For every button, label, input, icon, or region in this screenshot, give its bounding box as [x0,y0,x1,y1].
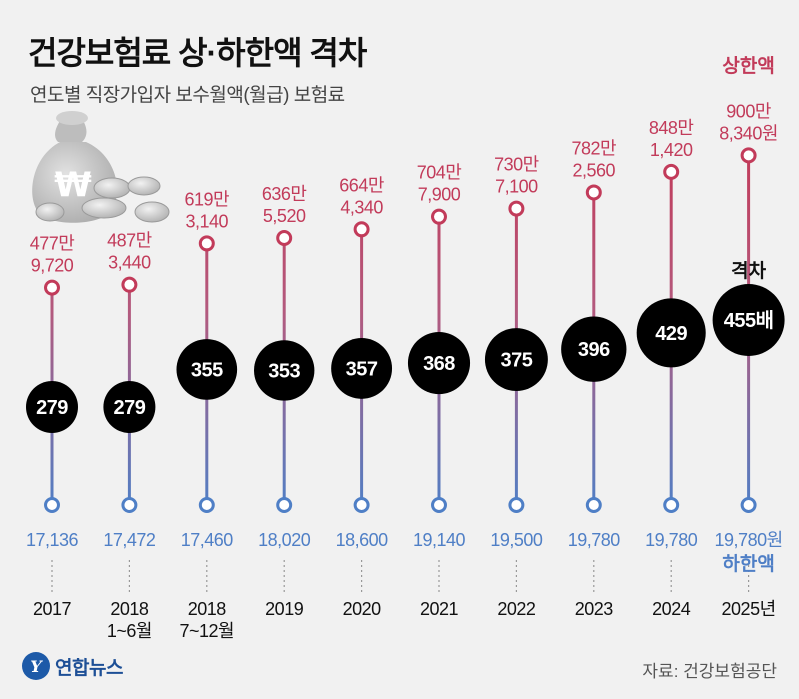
upper-limit-point [508,200,525,217]
lower-limit-label: 19,780 [645,530,698,550]
upper-limit-label: 4,340 [340,197,383,217]
upper-limit-label: 7,100 [495,177,538,197]
gap-bubble [484,328,548,391]
upper-limit-label: 619만 [185,189,230,209]
upper-limit-point [276,230,293,247]
gap-label: 279 [113,397,145,419]
gap-label: 429 [655,323,687,345]
lower-limit-point [508,497,525,513]
x-tick-label: 2018 [188,599,227,619]
chart-subtitle: 연도별 직장가입자 보수월액(월급) 보험료 [30,85,345,106]
upper-limit-label: 730만 [494,155,539,175]
upper-limit-point [740,147,757,164]
upper-limit-label: 782만 [572,138,617,158]
marks-layer [26,147,785,513]
gap-bubble [636,298,706,368]
upper-limit-point [198,235,215,252]
upper-limit-label: 7,900 [418,185,461,205]
gap-bubble [253,340,315,401]
upper-limit-label: 704만 [417,163,462,183]
upper-limit-label: 664만 [339,175,384,195]
upper-limit-label: 848만 [649,118,694,138]
lower-limit-point [44,497,60,513]
gap-label: 368 [423,353,455,375]
upper-limit-label: 8,340원 [719,123,778,143]
x-tick-label: 2024 [652,599,691,619]
lower-limit-label: 17,136 [26,530,79,550]
gap-label: 357 [346,358,378,380]
separator-layer [51,560,750,592]
lower-limit-label: 19,140 [413,530,466,550]
upper-limit-label: 5,520 [263,206,306,226]
gap-label: 355 [191,359,223,381]
upper-limit-point [585,184,602,201]
gap-label: 396 [578,339,610,361]
x-tick-label: 2023 [575,599,614,619]
gap-bubble [561,316,627,382]
upper-limit-point [44,279,60,296]
lower-limit-point [198,497,215,513]
lower-limit-point [431,497,447,513]
money-bag-icon: ₩ [32,111,170,223]
lower-limit-label: 17,460 [181,530,234,550]
gap-bubble [407,331,471,395]
lower-limit-label: 18,020 [258,530,311,550]
lower-limit-label: 19,780 [568,530,621,550]
x-tick-label: 1~6월 [107,621,152,641]
x-tick-label: 2019 [265,599,304,619]
lower-limit-point [121,497,138,513]
yonhap-logo-text: 연합뉴스 [55,657,123,679]
lower-limit-point [585,497,602,513]
gap-bubble [712,284,785,356]
gap-series-label: 격차 [731,260,766,282]
x-tick-label: 7~12월 [179,621,234,641]
gap-label: 353 [268,360,300,382]
lower-limit-point [276,497,293,513]
yonhap-logo: Y 연합뉴스 [22,652,123,680]
gap-label: 375 [500,350,532,372]
upper-limit-label: 487만 [107,231,152,251]
upper-limit-label: 636만 [262,184,307,204]
lower-limit-point [353,497,370,513]
lower-limit-label: 19,780원 [715,530,783,550]
upper-limit-label: 900만 [726,101,771,121]
lower-limit-label: 18,600 [336,530,389,550]
x-tick-label: 2022 [497,599,536,619]
gap-bubble [331,338,393,399]
upper-limit-label: 3,440 [108,253,151,273]
chart-title: 건강보험료 상·하한액 격차 [28,35,367,71]
upper-limit-label: 3,140 [186,211,229,231]
x-tick-label: 2021 [420,599,459,619]
upper-limit-point [121,276,138,293]
x-tick-label: 2018 [110,599,149,619]
upper-limit-point [663,163,680,180]
upper-limit-label: 9,720 [31,256,74,276]
upper-limit-point [353,221,370,238]
source-note: 자료: 건강보험공단 [642,662,777,681]
upper-limit-label: 1,420 [650,140,693,160]
x-tick-label: 2020 [343,599,382,619]
upper-limit-label: 2,560 [573,160,616,180]
lower-series-label: 하한액 [722,553,774,575]
svg-text:₩: ₩ [54,165,92,205]
upper-series-label: 상한액 [722,55,774,77]
gap-bubble [103,381,156,433]
yonhap-logo-mark: Y [22,652,50,680]
upper-limit-point [431,208,447,225]
gap-label: 279 [36,397,68,419]
lower-limit-point [663,497,680,513]
upper-limit-label: 477만 [30,234,75,254]
gap-bubble [176,339,238,400]
x-tick-label: 2025년 [722,599,776,619]
lower-limit-label: 19,500 [490,530,543,550]
lower-limit-point [740,497,757,513]
lower-limit-label: 17,472 [103,530,156,550]
gap-bubble [26,381,78,433]
x-tick-label: 2017 [33,599,72,619]
gap-label: 455배 [724,309,774,332]
